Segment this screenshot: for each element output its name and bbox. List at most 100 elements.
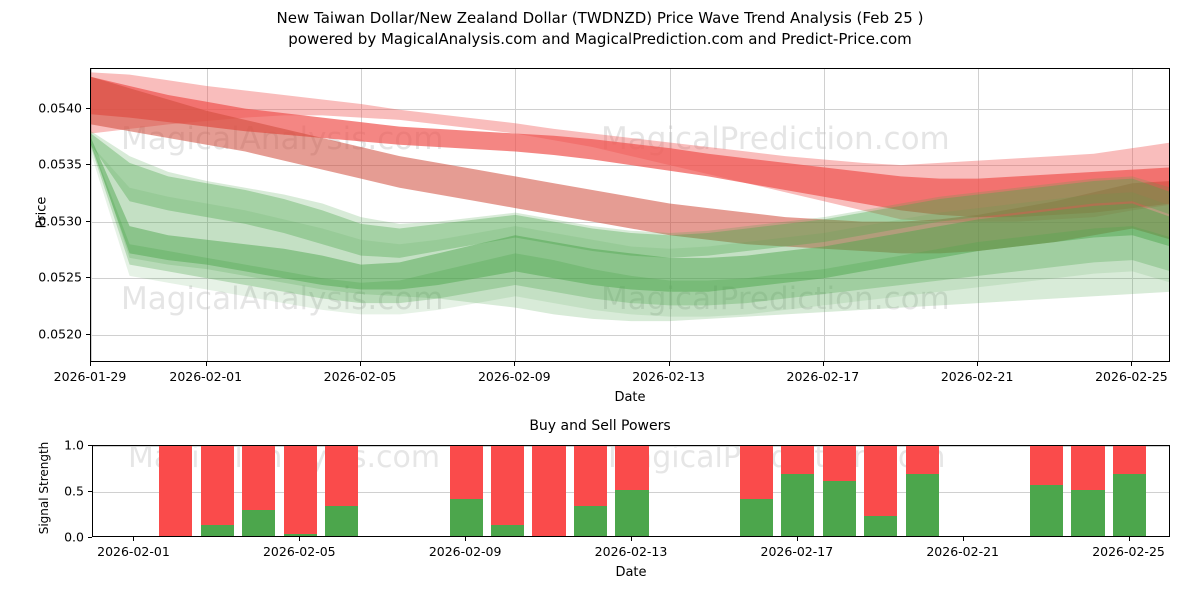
- power-bar[interactable]: [739, 446, 773, 536]
- power-x-tick-label: 2026-02-25: [1092, 544, 1165, 559]
- power-bar[interactable]: [1112, 446, 1147, 536]
- buy-power-segment[interactable]: [573, 505, 608, 536]
- power-y-tick-label: 1.0: [64, 437, 84, 453]
- sell-power-segment[interactable]: [159, 446, 193, 536]
- buy-power-segment[interactable]: [1112, 474, 1147, 536]
- sell-power-segment[interactable]: [781, 446, 815, 475]
- power-bar[interactable]: [200, 446, 234, 536]
- price-y-tick-label: 0.0535: [38, 156, 82, 172]
- price-gridline-v: [515, 69, 517, 361]
- buy-power-segment[interactable]: [325, 505, 359, 536]
- power-x-tick-label: 2026-02-21: [926, 544, 1000, 559]
- buy-power-segment[interactable]: [449, 499, 483, 536]
- power-x-tick-label: 2026-02-05: [262, 544, 336, 559]
- price-gridline-h: [91, 278, 1169, 280]
- power-y-tick-mark: [88, 491, 92, 492]
- sell-power-segment[interactable]: [1112, 446, 1147, 475]
- sell-power-segment[interactable]: [491, 446, 525, 525]
- buy-power-segment[interactable]: [615, 490, 649, 536]
- buy-power-segment[interactable]: [1030, 485, 1064, 536]
- price-x-tick-label: 2026-02-09: [477, 369, 551, 384]
- power-x-tick-mark: [796, 537, 798, 541]
- price-gridline-v: [361, 69, 362, 361]
- sell-power-segment[interactable]: [283, 446, 317, 535]
- power-bar[interactable]: [615, 446, 649, 536]
- buy-power-segment[interactable]: [905, 474, 939, 536]
- power-bar[interactable]: [449, 446, 483, 536]
- sell-power-segment[interactable]: [739, 446, 773, 500]
- sell-power-segment[interactable]: [325, 446, 359, 506]
- sell-power-segment[interactable]: [905, 446, 939, 475]
- price-plot-area: MagicalAnalysis.comMagicalPrediction.com…: [91, 69, 1169, 361]
- price-y-tick-mark: [86, 220, 90, 222]
- power-bar[interactable]: [532, 446, 566, 536]
- power-x-tick-mark: [465, 537, 467, 541]
- power-y-tick-label: 0.5: [64, 483, 84, 499]
- price-y-tick-label: 0.0525: [38, 269, 82, 285]
- buy-power-segment[interactable]: [283, 534, 317, 536]
- power-bar[interactable]: [159, 446, 193, 536]
- power-bar[interactable]: [242, 446, 276, 536]
- sell-power-segment[interactable]: [200, 446, 234, 525]
- wave-band-buy-band-faint: [91, 144, 1169, 317]
- power-bar[interactable]: [1071, 446, 1105, 536]
- power-bar[interactable]: [1030, 446, 1064, 536]
- sell-power-segment[interactable]: [615, 446, 649, 490]
- sell-power-segment[interactable]: [242, 446, 276, 511]
- power-x-tick-mark: [631, 537, 632, 541]
- price-x-tick-mark: [668, 362, 670, 366]
- price-x-axis-label: Date: [614, 390, 646, 405]
- price-x-tick-label: 2026-02-25: [1095, 369, 1168, 384]
- buy-power-segment[interactable]: [739, 499, 773, 536]
- price-x-tick-mark: [514, 362, 516, 366]
- sell-power-segment[interactable]: [1030, 446, 1064, 486]
- sell-power-segment[interactable]: [1071, 446, 1105, 490]
- power-bar[interactable]: [573, 446, 608, 536]
- power-bar[interactable]: [491, 446, 525, 536]
- power-x-tick-label: 2026-02-13: [594, 544, 668, 559]
- buy-power-segment[interactable]: [1071, 490, 1105, 536]
- price-x-tick-mark: [90, 362, 91, 366]
- power-bar[interactable]: [864, 446, 898, 536]
- price-y-tick-mark: [86, 277, 90, 279]
- power-bar[interactable]: [905, 446, 939, 536]
- wave-band-buy-band-core: [91, 137, 1169, 292]
- price-x-tick-label: 2026-01-29: [53, 369, 127, 384]
- power-x-tick-mark: [133, 537, 135, 541]
- power-bar[interactable]: [822, 446, 856, 536]
- sell-power-segment[interactable]: [864, 446, 898, 516]
- price-y-tick-label: 0.0540: [38, 100, 82, 116]
- price-x-tick-label: 2026-02-01: [169, 369, 243, 384]
- price-gridline-v: [206, 69, 208, 361]
- wave-band-buy-band-outer: [91, 131, 1169, 322]
- price-gridline-v: [823, 69, 825, 361]
- power-y-tick-mark: [88, 445, 92, 446]
- price-x-tick-label: 2026-02-05: [323, 369, 397, 384]
- price-gridline-h: [91, 334, 1169, 336]
- sell-power-segment[interactable]: [532, 446, 566, 536]
- power-bar[interactable]: [325, 446, 359, 536]
- price-gridline-v: [91, 69, 92, 361]
- buy-power-segment[interactable]: [200, 524, 234, 536]
- buy-power-segment[interactable]: [781, 474, 815, 536]
- power-y-tick-label: 0.0: [64, 529, 84, 545]
- price-gridline-h: [91, 108, 1169, 110]
- sell-power-segment[interactable]: [822, 446, 856, 481]
- buy-power-segment[interactable]: [864, 515, 898, 536]
- power-bar[interactable]: [781, 446, 815, 536]
- title-subtitle: powered by MagicalAnalysis.com and Magic…: [288, 30, 912, 48]
- wave-band-sell-band-mid: [91, 76, 1169, 254]
- sell-power-segment[interactable]: [573, 446, 608, 506]
- buy-power-segment[interactable]: [242, 510, 276, 536]
- power-bar[interactable]: [283, 446, 317, 536]
- price-y-tick-mark: [86, 107, 90, 109]
- sell-power-segment[interactable]: [449, 446, 483, 500]
- buy-power-segment[interactable]: [491, 524, 525, 536]
- price-y-tick-mark: [86, 333, 90, 335]
- price-y-tick-label: 0.0530: [38, 213, 82, 229]
- price-wave-bands: [91, 72, 1169, 322]
- buy-power-segment[interactable]: [822, 480, 856, 536]
